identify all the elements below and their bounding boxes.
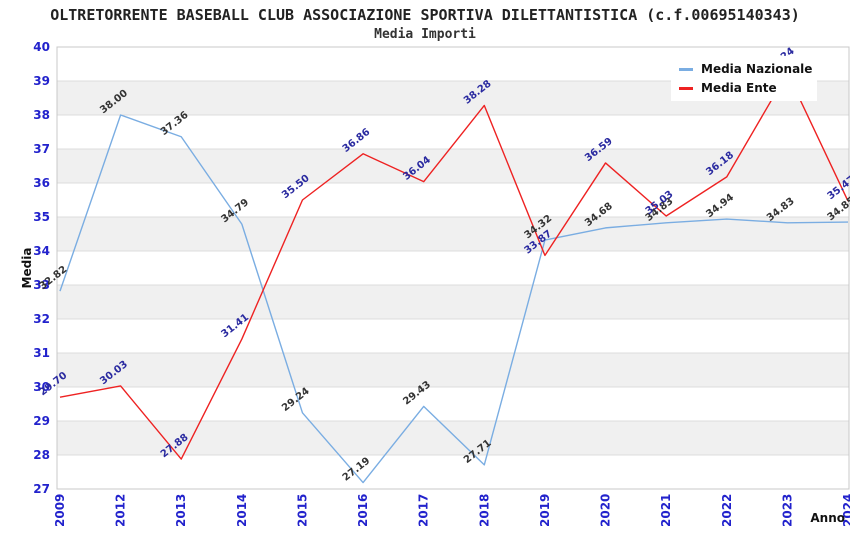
y-tick-label: 38 <box>33 108 50 122</box>
plot-band <box>57 285 849 319</box>
x-tick-label: 2017 <box>417 494 431 527</box>
x-tick-label: 2019 <box>538 494 552 527</box>
x-tick-label: 2013 <box>174 494 188 527</box>
series-line <box>59 72 849 460</box>
x-tick-label: 2012 <box>114 494 128 527</box>
x-tick-label: 2015 <box>295 494 309 527</box>
plot-band <box>57 149 849 183</box>
y-tick-label: 33 <box>33 278 50 292</box>
y-tick-label: 32 <box>33 312 50 326</box>
y-tick-label: 36 <box>33 176 50 190</box>
x-tick-label: 2022 <box>720 494 734 527</box>
y-tick-label: 34 <box>33 244 50 258</box>
legend: Media Nazionale Media Ente <box>671 56 817 101</box>
chart-title: OLTRETORRENTE BASEBALL CLUB ASSOCIAZIONE… <box>50 6 800 24</box>
x-tick-label: 2016 <box>356 494 370 527</box>
plot-band <box>57 217 849 251</box>
y-tick-label: 31 <box>33 346 50 360</box>
legend-item-media-ente: Media Ente <box>679 81 809 95</box>
plot-band <box>57 421 849 455</box>
x-tick-label: 2009 <box>53 494 67 527</box>
legend-label-ente: Media Ente <box>701 81 777 95</box>
plot-band <box>57 183 849 217</box>
y-tick-label: 27 <box>33 482 50 496</box>
y-axis-title: Media <box>20 247 34 289</box>
y-tick-label: 40 <box>33 40 50 54</box>
plot-band <box>57 319 849 353</box>
chart-subtitle: Media Importi <box>374 27 476 42</box>
line-swatch-nazionale-icon <box>679 67 693 71</box>
x-tick-label: 2023 <box>780 494 794 527</box>
y-tick-label: 29 <box>33 414 50 428</box>
y-tick-label: 39 <box>33 74 50 88</box>
y-tick-label: 28 <box>33 448 50 462</box>
plot-band <box>57 455 849 489</box>
x-tick-label: 2024 <box>841 494 850 527</box>
y-tick-label: 30 <box>33 380 50 394</box>
y-tick-label: 35 <box>33 210 50 224</box>
x-tick-label: 2014 <box>235 494 249 527</box>
x-axis-title: Anno <box>810 511 845 525</box>
plot-band <box>57 353 849 387</box>
legend-item-media-nazionale: Media Nazionale <box>679 62 813 76</box>
plot-band <box>57 115 849 149</box>
plot-border <box>56 46 850 490</box>
line-swatch-ente-icon <box>679 86 693 90</box>
x-tick-label: 2021 <box>659 494 673 527</box>
x-tick-label: 2020 <box>599 494 613 527</box>
x-tick-label: 2018 <box>477 494 491 527</box>
series-line <box>59 114 849 484</box>
plot-band <box>57 387 849 421</box>
y-tick-label: 37 <box>33 142 50 156</box>
plot-band <box>57 251 849 285</box>
legend-label-nazionale: Media Nazionale <box>701 62 813 76</box>
